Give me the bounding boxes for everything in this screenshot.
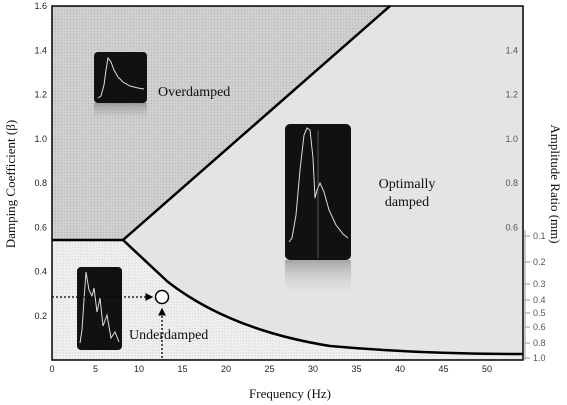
right-lower-tick-label: 0.4 bbox=[533, 295, 546, 305]
x-tick-label: 5 bbox=[93, 364, 98, 374]
x-tick-label: 20 bbox=[221, 364, 231, 374]
right-upper-tick-label: 0.6 bbox=[505, 222, 518, 232]
y-axis-right-lower-ticks: 0.1 0.2 0.3 0.4 0.5 0.6 0.8 1.0 bbox=[533, 231, 546, 363]
right-lower-tick-label: 0.3 bbox=[533, 279, 546, 289]
x-tick-label: 30 bbox=[308, 364, 318, 374]
y-axis-left-title: Damping Coefficient (β) bbox=[3, 120, 18, 248]
right-upper-tick-label: 1.4 bbox=[505, 45, 518, 55]
x-axis-ticks: 0 5 10 15 20 25 30 35 40 45 50 bbox=[49, 364, 492, 374]
plot-frame bbox=[51, 5, 524, 361]
y-tick-label: 0.6 bbox=[34, 222, 47, 232]
optimally-damped-label-line1: Optimally bbox=[379, 177, 436, 192]
right-lower-tick-label: 0.6 bbox=[533, 322, 546, 332]
y-axis-right-title: Amplitude Ratio (mm) bbox=[548, 124, 563, 243]
x-tick-label: 25 bbox=[264, 364, 274, 374]
x-tick-label: 45 bbox=[438, 364, 448, 374]
overdamped-waveform-inset bbox=[94, 52, 147, 125]
y-tick-label: 1.2 bbox=[34, 90, 47, 100]
x-tick-label: 10 bbox=[134, 364, 144, 374]
y-tick-label: 1.4 bbox=[34, 45, 47, 55]
optimally-damped-label-line2: damped bbox=[385, 195, 429, 210]
x-tick-label: 0 bbox=[49, 364, 54, 374]
right-upper-tick-label: 1.2 bbox=[505, 90, 518, 100]
y-axis-left-ticks: 0.2 0.4 0.6 0.8 1.0 1.2 1.4 1.6 bbox=[34, 1, 47, 321]
y-tick-label: 1.6 bbox=[34, 1, 47, 11]
y-tick-label: 1.0 bbox=[34, 134, 47, 144]
optimal-waveform-inset bbox=[285, 124, 351, 298]
x-axis-title: Frequency (Hz) bbox=[249, 386, 331, 401]
y-tick-label: 0.2 bbox=[34, 311, 47, 321]
operating-point-marker bbox=[52, 289, 170, 358]
right-upper-tick-label: 1.0 bbox=[505, 134, 518, 144]
underdamped-waveform-inset bbox=[77, 267, 122, 350]
underdamped-label: Underdamped bbox=[129, 328, 208, 343]
right-lower-tick-label: 0.5 bbox=[533, 308, 546, 318]
x-tick-label: 40 bbox=[395, 364, 405, 374]
x-tick-label: 50 bbox=[482, 364, 492, 374]
y-tick-label: 0.4 bbox=[34, 267, 47, 277]
y-axis-right-upper-ticks: 0.6 0.8 1.0 1.2 1.4 bbox=[505, 45, 518, 232]
right-lower-tick-label: 0.1 bbox=[533, 231, 546, 241]
right-axis-ticks bbox=[525, 235, 530, 359]
x-tick-label: 15 bbox=[177, 364, 187, 374]
overdamped-label: Overdamped bbox=[158, 85, 230, 100]
right-upper-tick-label: 0.8 bbox=[505, 178, 518, 188]
right-lower-tick-label: 1.0 bbox=[533, 353, 546, 363]
underdamped-boundary bbox=[122, 239, 524, 356]
y-tick-label: 0.8 bbox=[34, 178, 47, 188]
right-lower-tick-label: 0.2 bbox=[533, 257, 546, 267]
x-tick-label: 35 bbox=[351, 364, 361, 374]
right-lower-tick-label: 0.8 bbox=[533, 338, 546, 348]
underdamped-region bbox=[52, 240, 523, 360]
